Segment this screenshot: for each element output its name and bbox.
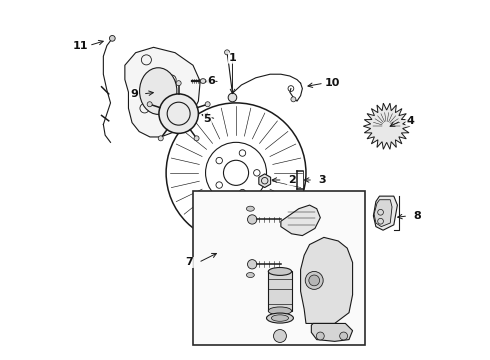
Circle shape xyxy=(305,271,323,289)
Circle shape xyxy=(273,329,287,342)
Circle shape xyxy=(205,102,210,107)
Polygon shape xyxy=(300,237,353,323)
Circle shape xyxy=(309,275,319,286)
Circle shape xyxy=(158,136,163,141)
Polygon shape xyxy=(373,196,397,230)
Circle shape xyxy=(194,136,199,141)
Ellipse shape xyxy=(269,307,292,315)
Circle shape xyxy=(340,332,347,340)
Circle shape xyxy=(317,332,324,340)
Ellipse shape xyxy=(246,206,254,211)
Text: 3: 3 xyxy=(318,175,326,185)
Text: 5: 5 xyxy=(203,114,211,124)
Circle shape xyxy=(147,102,152,107)
Circle shape xyxy=(159,94,198,134)
Text: 9: 9 xyxy=(130,89,138,99)
Polygon shape xyxy=(281,205,320,235)
Circle shape xyxy=(176,81,181,86)
Ellipse shape xyxy=(269,267,292,275)
Text: 2: 2 xyxy=(288,175,295,185)
Bar xyxy=(193,191,365,345)
Text: 11: 11 xyxy=(73,41,88,50)
Polygon shape xyxy=(311,323,353,341)
Text: 10: 10 xyxy=(325,78,341,88)
Ellipse shape xyxy=(267,313,294,323)
Ellipse shape xyxy=(140,68,177,114)
Circle shape xyxy=(247,215,257,224)
Circle shape xyxy=(228,93,237,102)
Circle shape xyxy=(224,50,230,55)
Text: 6: 6 xyxy=(207,76,215,86)
Text: 1: 1 xyxy=(228,53,236,63)
Polygon shape xyxy=(259,174,270,188)
Circle shape xyxy=(109,36,115,41)
Bar xyxy=(269,271,292,311)
Polygon shape xyxy=(374,200,392,226)
Ellipse shape xyxy=(246,273,254,278)
Text: 4: 4 xyxy=(406,116,414,126)
Circle shape xyxy=(291,97,296,102)
Polygon shape xyxy=(125,47,200,137)
Polygon shape xyxy=(364,103,410,149)
Text: 7: 7 xyxy=(186,257,193,267)
Circle shape xyxy=(247,260,257,269)
Ellipse shape xyxy=(271,315,289,321)
Ellipse shape xyxy=(200,79,206,84)
Text: 8: 8 xyxy=(413,211,421,221)
